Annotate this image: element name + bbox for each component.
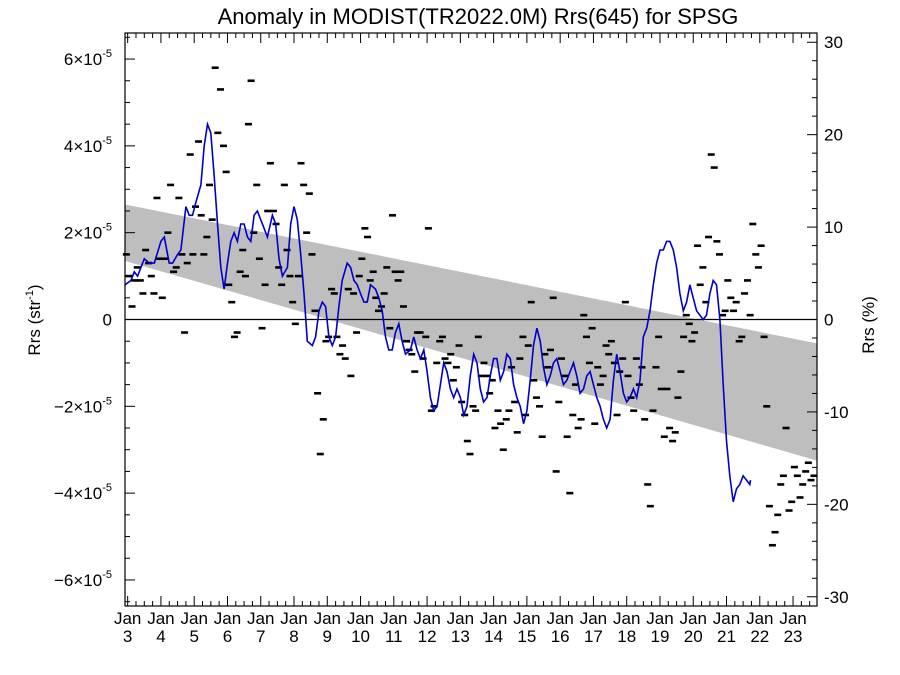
left-tick-exponent: -5 xyxy=(102,135,112,147)
y-axis-label-left-sup: -1 xyxy=(24,290,36,300)
x-tick-year: 7 xyxy=(256,627,265,646)
x-tick-year: 3 xyxy=(123,627,132,646)
x-tick-month: Jan xyxy=(646,609,673,628)
x-tick-month: Jan xyxy=(613,609,640,628)
left-tick-label: 2×10-5 xyxy=(64,222,112,243)
left-tick-label: −4×10-5 xyxy=(54,482,112,503)
x-tick-year: 18 xyxy=(617,627,636,646)
left-tick-exponent: -5 xyxy=(102,48,112,60)
x-tick-month: Jan xyxy=(580,609,607,628)
left-tick-times: ×10 xyxy=(73,50,102,69)
left-tick-exponent: -5 xyxy=(102,482,112,494)
left-tick-times: ×10 xyxy=(73,571,102,590)
right-tick-label: 0 xyxy=(824,311,833,330)
left-tick-times: ×10 xyxy=(73,224,102,243)
left-tick-times: ×10 xyxy=(73,397,102,416)
x-tick-year: 19 xyxy=(651,627,670,646)
left-tick-mantissa: 6 xyxy=(64,50,73,69)
x-tick-month: Jan xyxy=(746,609,773,628)
x-tick-year: 4 xyxy=(156,627,165,646)
left-tick-mantissa: 2 xyxy=(64,224,73,243)
x-tick-year: 10 xyxy=(351,627,370,646)
x-tick-year: 12 xyxy=(418,627,437,646)
x-tick-month: Jan xyxy=(147,609,174,628)
left-tick-exponent: -5 xyxy=(102,569,112,581)
x-tick-month: Jan xyxy=(280,609,307,628)
right-tick-label: -20 xyxy=(824,495,849,514)
left-tick-mantissa: −6 xyxy=(54,571,73,590)
x-tick-year: 16 xyxy=(551,627,570,646)
y-axis-label-right: Rrs (%) xyxy=(859,296,878,354)
running-mean-layer xyxy=(124,121,752,502)
x-tick-year: 11 xyxy=(385,627,403,646)
left-tick-mantissa: 0 xyxy=(103,311,112,330)
x-tick-year: 23 xyxy=(784,627,803,646)
left-axis-ticks: 6×10-54×10-52×10-50−2×10-5−4×10-5−6×10-5 xyxy=(54,36,135,603)
left-tick-exponent: -5 xyxy=(102,222,112,234)
x-tick-month: Jan xyxy=(413,609,440,628)
x-tick-year: 5 xyxy=(189,627,198,646)
right-tick-label: 20 xyxy=(824,126,843,145)
x-tick-year: 21 xyxy=(717,627,736,646)
x-tick-year: 14 xyxy=(484,627,503,646)
chart-title: Anomaly in MODIST(TR2022.0M) Rrs(645) fo… xyxy=(218,4,739,29)
right-tick-label: 10 xyxy=(824,218,843,237)
x-tick-month: Jan xyxy=(214,609,241,628)
left-tick-times: ×10 xyxy=(73,484,102,503)
left-tick-label: −6×10-5 xyxy=(54,569,112,590)
x-tick-year: 17 xyxy=(584,627,603,646)
x-tick-year: 22 xyxy=(750,627,769,646)
x-tick-year: 9 xyxy=(323,627,332,646)
right-axis-ticks: 30 20 10 0 -10 -20 -30 xyxy=(807,33,849,607)
right-tick-label: 30 xyxy=(824,33,843,52)
running-mean-line xyxy=(124,121,752,502)
left-tick-label: 6×10-5 xyxy=(64,48,112,69)
left-tick-label: 0 xyxy=(103,311,112,330)
x-tick-year: 8 xyxy=(289,627,298,646)
x-tick-month: Jan xyxy=(380,609,407,628)
right-tick-label: -10 xyxy=(824,403,849,422)
x-axis-ticks: Jan3Jan4Jan5Jan6Jan7Jan8Jan9Jan10Jan11Ja… xyxy=(114,33,811,646)
x-tick-month: Jan xyxy=(713,609,740,628)
x-tick-year: 13 xyxy=(451,627,470,646)
left-tick-times: ×10 xyxy=(73,137,102,156)
x-tick-month: Jan xyxy=(680,609,707,628)
x-tick-month: Jan xyxy=(347,609,374,628)
x-tick-year: 6 xyxy=(223,627,232,646)
y-axis-label-left: Rrs (str-1) xyxy=(24,284,44,355)
right-tick-label: -30 xyxy=(824,588,849,607)
left-tick-mantissa: −2 xyxy=(54,397,73,416)
monthly-points-layer xyxy=(122,66,818,547)
left-tick-exponent: -5 xyxy=(102,395,112,407)
x-tick-month: Jan xyxy=(546,609,573,628)
x-tick-month: Jan xyxy=(480,609,507,628)
x-tick-month: Jan xyxy=(513,609,540,628)
x-tick-year: 20 xyxy=(684,627,703,646)
x-tick-month: Jan xyxy=(779,609,806,628)
uncertainty-band xyxy=(125,204,817,461)
left-tick-mantissa: −4 xyxy=(54,484,73,503)
x-tick-month: Jan xyxy=(314,609,341,628)
y-axis-label-left-main: Rrs (str xyxy=(25,300,44,356)
left-tick-label: −2×10-5 xyxy=(54,395,112,416)
x-tick-month: Jan xyxy=(180,609,207,628)
uncertainty-band-layer xyxy=(125,204,817,461)
x-tick-month: Jan xyxy=(114,609,141,628)
x-tick-year: 15 xyxy=(517,627,536,646)
y-axis-label-left-close: ) xyxy=(25,284,44,290)
x-tick-month: Jan xyxy=(447,609,474,628)
left-tick-mantissa: 4 xyxy=(64,137,73,156)
x-tick-month: Jan xyxy=(247,609,274,628)
left-tick-label: 4×10-5 xyxy=(64,135,112,156)
